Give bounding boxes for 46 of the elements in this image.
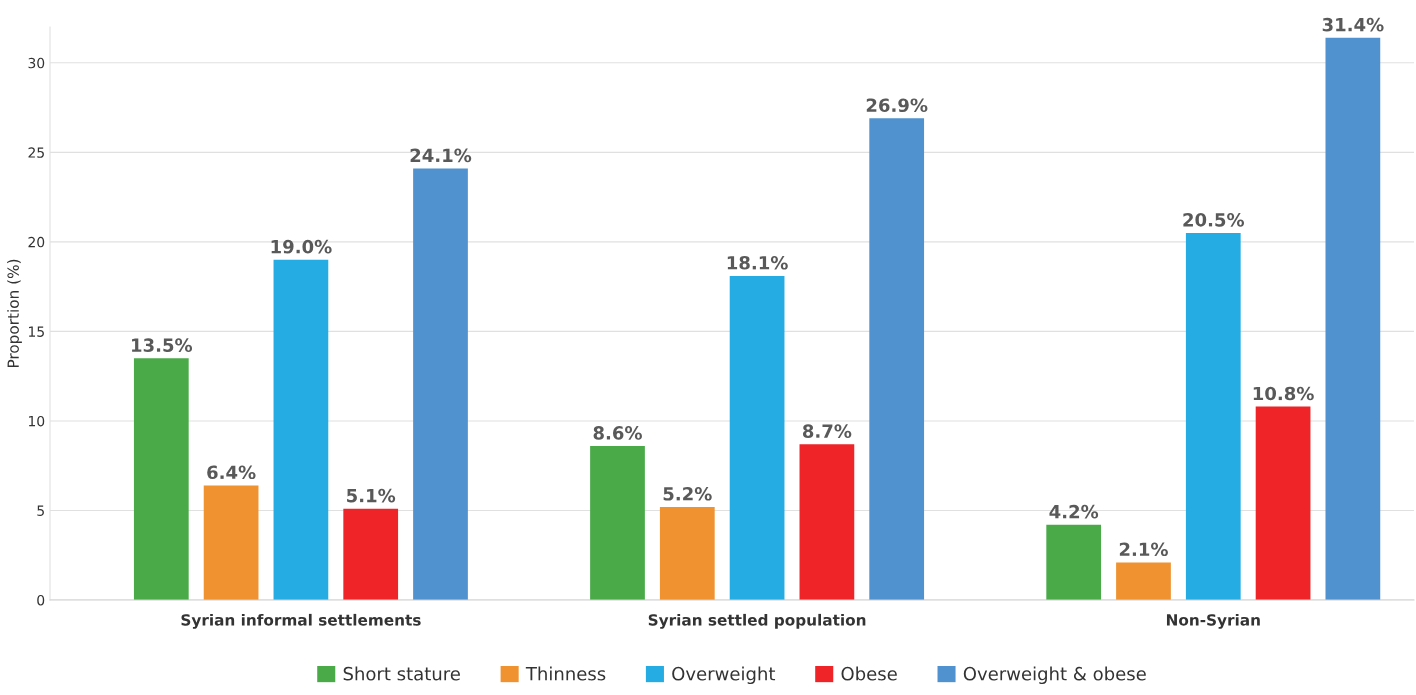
bar	[1116, 562, 1171, 600]
text: 26.9%	[866, 98, 928, 113]
bar	[1325, 37, 1381, 600]
y-axis-title: Proportion (%)	[7, 259, 22, 368]
bar	[133, 358, 189, 600]
text: 5.1%	[347, 488, 396, 503]
y-tick-label: 0	[37, 594, 45, 606]
y-tick-label: 10	[28, 415, 45, 427]
bar	[869, 118, 925, 600]
bar	[413, 168, 468, 600]
bar	[273, 259, 329, 600]
bar	[659, 506, 715, 600]
text: 2.1%	[1119, 542, 1168, 557]
bar	[1046, 524, 1102, 600]
text: 20.5%	[1183, 212, 1245, 227]
text: 18.1%	[727, 255, 788, 270]
legend-label: Overweight	[672, 666, 776, 685]
y-tick-label: 15	[28, 326, 44, 337]
text: 4.2%	[1049, 504, 1099, 519]
text: 8.6%	[593, 426, 642, 440]
text: 6.4%	[207, 465, 256, 480]
y-tick-label: 25	[28, 147, 44, 158]
text: 24.1%	[410, 148, 472, 163]
text: 19.0%	[271, 239, 332, 254]
bar	[203, 485, 259, 600]
text: 8.7%	[802, 424, 852, 438]
bar	[590, 446, 645, 600]
legend-label: Overweight & obese	[963, 666, 1146, 685]
text: 5.2%	[663, 486, 712, 501]
x-tick-label: Non-Syrian	[1166, 613, 1260, 629]
x-tick-label: Syrian informal settlements	[181, 613, 421, 629]
legend-label: Thinness	[525, 666, 606, 681]
y-tick-label: 20	[28, 236, 45, 248]
bar	[729, 275, 785, 600]
bar	[343, 508, 399, 600]
bar	[799, 444, 855, 600]
y-tick-label: 30	[28, 57, 45, 69]
legend-label: Obese	[841, 666, 897, 681]
bar	[1185, 232, 1241, 600]
text: 10.8%	[1253, 386, 1314, 401]
bar	[1255, 406, 1311, 600]
x-tick-label: Syrian settled population	[648, 613, 866, 629]
text: 31.4%	[1322, 17, 1384, 32]
y-tick-label: 5	[37, 505, 44, 516]
legend-label: Short stature	[343, 666, 460, 681]
text: 13.5%	[132, 338, 193, 352]
